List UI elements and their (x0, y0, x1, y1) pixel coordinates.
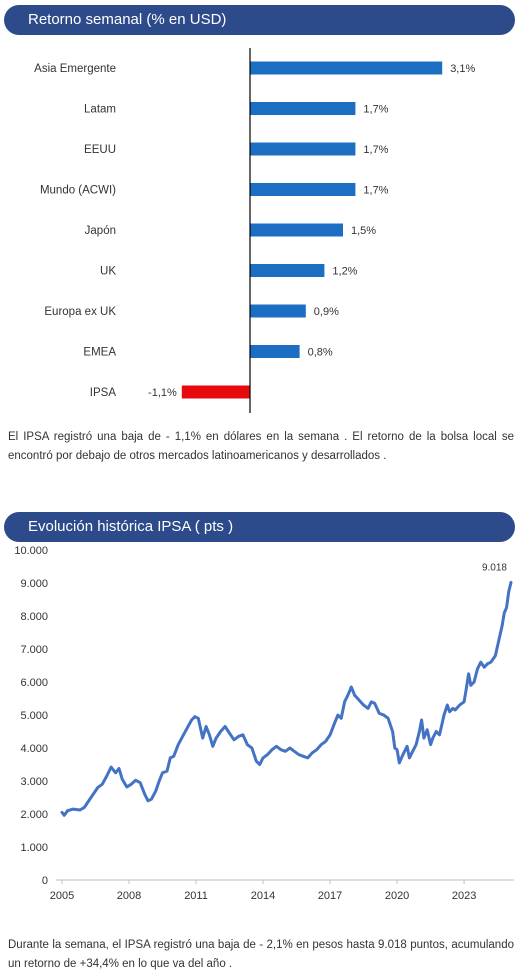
y-tick-label: 0 (42, 875, 48, 887)
category-label: IPSA (90, 387, 117, 399)
value-label: 3,1% (450, 63, 475, 75)
category-label: Asia Emergente (34, 63, 116, 75)
value-label: 1,7% (363, 104, 388, 116)
x-tick-label: 2008 (117, 890, 141, 902)
category-label: Latam (84, 104, 116, 116)
y-tick-label: 2.000 (20, 809, 48, 821)
category-label: Japón (85, 225, 116, 237)
category-label: Europa ex UK (44, 306, 116, 318)
x-tick-label: 2017 (318, 890, 342, 902)
section-header-weekly-return: Retorno semanal (% en USD) (4, 5, 515, 35)
value-label: 1,7% (363, 185, 388, 197)
category-label: UK (100, 266, 116, 278)
value-label: 1,7% (363, 144, 388, 156)
category-label: EEUU (84, 144, 116, 156)
y-tick-label: 9.000 (20, 578, 48, 590)
bar-5 (250, 264, 325, 277)
bar-7 (250, 345, 300, 358)
end-value-label: 9.018 (482, 562, 507, 573)
y-tick-label: 6.000 (20, 677, 48, 689)
category-label: EMEA (83, 347, 116, 359)
y-tick-label: 5.000 (20, 710, 48, 722)
bar-1 (250, 102, 356, 115)
ipsa-commentary: Durante la semana, el IPSA registró una … (8, 939, 514, 970)
bar-3 (250, 183, 356, 196)
bar-4 (250, 223, 343, 237)
ipsa-history-line-chart: 0 1.000 2.000 3.000 4.000 5.000 6.000 7.000 8.00… (14, 545, 514, 902)
section-title: Retorno semanal (% en USD) (28, 11, 227, 28)
section-title: Evolución histórica IPSA ( pts ) (28, 518, 234, 535)
value-label: 1,5% (351, 225, 376, 237)
bar-8 (181, 385, 250, 399)
bar-6 (250, 304, 306, 318)
value-label: 0,9% (314, 306, 339, 318)
y-tick-label: 1.000 (20, 842, 48, 854)
x-tick-label: 2023 (452, 890, 476, 902)
x-tick-label: 2020 (385, 890, 409, 902)
section-header-ipsa-history: Evolución histórica IPSA ( pts ) (4, 512, 515, 542)
value-label: 1,2% (332, 266, 357, 278)
y-tick-label: 4.000 (20, 743, 48, 755)
category-label: Mundo (ACWI) (40, 185, 116, 197)
bar-2 (250, 142, 356, 156)
x-tick-label: 2005 (50, 890, 74, 902)
value-label: -1,1% (148, 387, 177, 399)
y-tick-label: 10.000 (14, 545, 48, 557)
weekly-return-commentary: El IPSA registró una baja de - 1,1% en d… (8, 431, 514, 462)
ipsa-series-line (60, 580, 513, 817)
weekly-return-bar-chart: Asia Emergente 3,1% Latam 1,7% EEUU 1,7% Mundo… (34, 48, 475, 413)
y-tick-label: 8.000 (20, 611, 48, 623)
x-tick-label: 2011 (184, 890, 208, 902)
y-tick-label: 7.000 (20, 644, 48, 656)
value-label: 0,8% (308, 347, 333, 359)
y-tick-label: 3.000 (20, 776, 48, 788)
bar-0 (250, 61, 443, 75)
x-tick-label: 2014 (251, 890, 275, 902)
